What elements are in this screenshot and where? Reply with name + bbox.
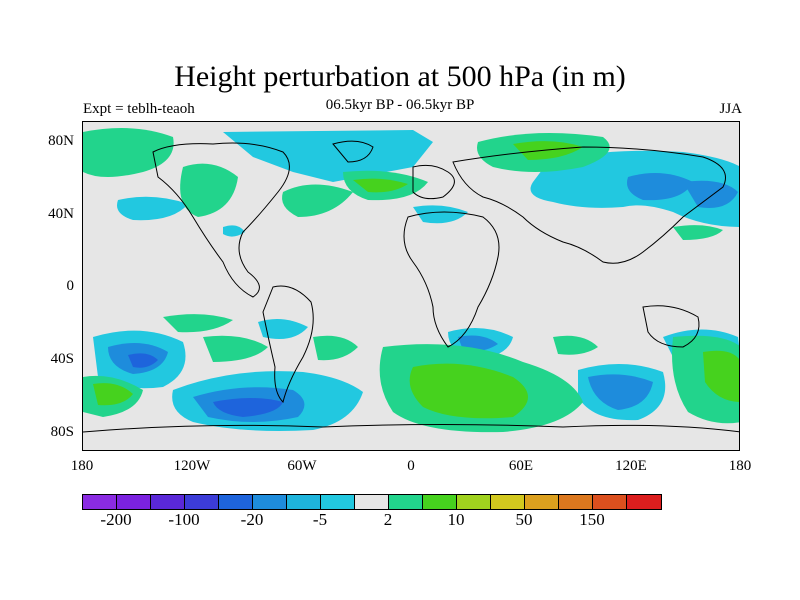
- colorbar-label: 150: [579, 510, 605, 529]
- map-canvas: [83, 128, 739, 433]
- colorbar-swatch: [525, 495, 559, 509]
- x-tick-label: 120W: [173, 458, 211, 474]
- colorbar-swatch: [185, 495, 219, 509]
- colorbar-swatch: [117, 495, 151, 509]
- colorbar-label: 50: [515, 510, 533, 529]
- colorbar-swatch: [457, 495, 491, 509]
- negative-regions: [93, 130, 739, 431]
- x-tick-label: 0: [407, 458, 415, 474]
- colorbar-label: -5: [312, 510, 328, 529]
- x-tick-label: 120E: [615, 458, 647, 474]
- y-tick-label: 0: [66, 278, 75, 294]
- colorbar-label: -100: [168, 510, 200, 529]
- colorbar-swatch: [491, 495, 525, 509]
- colorbar-swatch: [253, 495, 287, 509]
- colorbar-swatch: [593, 495, 627, 509]
- y-tick-label: 80S: [50, 424, 74, 440]
- x-tick-label: 180: [728, 458, 752, 474]
- colorbar-swatch: [389, 495, 423, 509]
- colorbar-label: 2: [383, 510, 393, 529]
- colorbar-swatch: [321, 495, 355, 509]
- y-tick-label: 80N: [48, 133, 74, 149]
- coastlines: [83, 140, 739, 433]
- x-tick-label: 60W: [287, 458, 317, 474]
- colorbar-swatch: [151, 495, 185, 509]
- y-tick-label: 40S: [50, 351, 74, 367]
- positive-regions: [83, 128, 739, 433]
- y-tick-label: 40N: [48, 206, 74, 222]
- plot-title: Height perturbation at 500 hPa (in m): [174, 60, 626, 93]
- x-tick-label: 60E: [508, 458, 534, 474]
- colorbar-label: 10: [447, 510, 465, 529]
- colorbar-swatch: [219, 495, 253, 509]
- colorbar-swatch: [559, 495, 593, 509]
- x-tick-label: 180: [70, 458, 94, 474]
- colorbar-label: -20: [240, 510, 264, 529]
- colorbar-swatch: [627, 495, 661, 509]
- plot-subtitle: 06.5kyr BP - 06.5kyr BP: [325, 97, 475, 113]
- colorbar-swatch: [355, 495, 389, 509]
- colorbar-label: -200: [100, 510, 132, 529]
- colorbar-swatch: [83, 495, 117, 509]
- colorbar: [82, 494, 662, 510]
- map-plot: [82, 121, 740, 451]
- season-label: JJA: [719, 101, 742, 117]
- experiment-label: Expt = teblh-teaoh: [83, 101, 195, 117]
- colorbar-swatch: [287, 495, 321, 509]
- colorbar-swatch: [423, 495, 457, 509]
